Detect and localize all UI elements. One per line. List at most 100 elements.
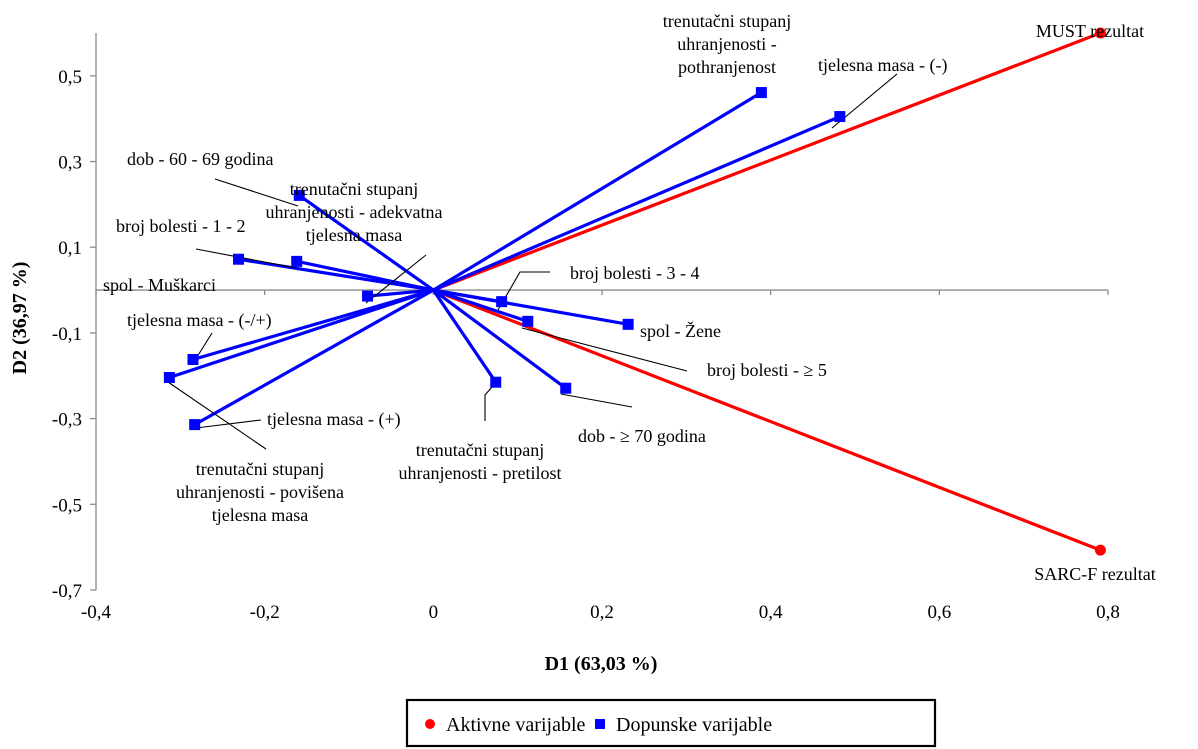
x-tick-label: -0,2 bbox=[250, 602, 280, 623]
label-line: spol - Žene bbox=[640, 320, 721, 341]
label-sarc-f-rezultat: SARC-F rezultat bbox=[1034, 564, 1156, 584]
vector-trenutacni-stupanj-uhranjenosti-pretilost bbox=[431, 288, 498, 384]
leader-dob-60-69-godina bbox=[214, 178, 299, 207]
x-axis-title: D1 (63,03 %) bbox=[545, 653, 658, 675]
label-trenutacni-stupanj-uhranjenosti-povisena-tjelesna-masa: trenutačni stupanj uhranjenosti - povišen… bbox=[176, 459, 344, 525]
label-line: spol - Muškarci bbox=[103, 275, 216, 295]
marker-sarc-f-rezultat bbox=[1094, 544, 1106, 556]
label-line: trenutačni stupanj bbox=[416, 440, 544, 460]
x-tick-label: -0,4 bbox=[81, 602, 112, 623]
legend-label: Dopunske varijable bbox=[616, 714, 772, 736]
vector-spol-muskarci bbox=[236, 257, 435, 292]
marker-tjelesna-masa-minus bbox=[834, 111, 846, 123]
label-line: uhranjenosti - bbox=[677, 34, 776, 54]
marker-spol-zene bbox=[622, 318, 634, 330]
label-must-rezultat: MUST rezultat bbox=[1036, 21, 1144, 41]
marker-trenutacni-stupanj-uhranjenosti-pothranjenost bbox=[755, 87, 767, 99]
vector-trenutacni-stupanj-uhranjenosti-povisena-tjelesna-masa bbox=[167, 288, 435, 380]
y-tick-label: -0,1 bbox=[52, 324, 82, 345]
point-labels: MUST rezultat SARC-F rezultat trenutačni s… bbox=[103, 11, 1156, 584]
vector-trenutacni-stupanj-uhranjenosti-pothranjenost bbox=[431, 90, 763, 292]
y-tick-label: 0,5 bbox=[58, 67, 82, 88]
x-tick-label: 0,6 bbox=[927, 602, 951, 623]
leader-trenutacni-stupanj-uhranjenosti-povisena-tjelesna-masa bbox=[167, 381, 267, 450]
label-leader-lines bbox=[167, 73, 898, 450]
vector-trenutacni-stupanj-uhranjenosti-adekvatna-tjelesna-masa bbox=[365, 288, 435, 298]
vector-sarc-f-rezultat bbox=[431, 288, 1103, 552]
x-tick-label: 0,8 bbox=[1096, 602, 1120, 623]
point-markers bbox=[163, 27, 1106, 556]
y-tick-label: -0,7 bbox=[52, 581, 82, 602]
marker-dob-60-69-godina bbox=[293, 189, 305, 201]
label-line: uhranjenosti - pretilost bbox=[399, 463, 562, 483]
label-line: dob - ≥ 70 godina bbox=[578, 426, 706, 446]
marker-broj-bolesti-1-2 bbox=[291, 255, 303, 267]
label-line: uhranjenosti - adekvatna bbox=[266, 202, 443, 222]
label-line: trenutačni stupanj bbox=[663, 11, 791, 31]
label-line: pothranjenost bbox=[678, 57, 776, 77]
label-tjelesna-masa-minus: tjelesna masa - (-) bbox=[818, 55, 947, 76]
vector-tjelesna-masa-minus bbox=[431, 114, 842, 292]
vector-broj-bolesti-ge-5 bbox=[431, 288, 530, 323]
leader-broj-bolesti-ge-5 bbox=[521, 327, 688, 372]
legend: Aktivne varijable Dopunske varijable bbox=[405, 698, 937, 748]
vector-dob-60-69-godina bbox=[297, 193, 435, 292]
label-line: trenutačni stupanj bbox=[196, 459, 324, 479]
vector-lines bbox=[167, 31, 1103, 552]
vector-dob-ge-70-godina bbox=[431, 288, 568, 390]
x-tick-label: 0,2 bbox=[590, 602, 614, 623]
label-dob-60-69-godina: dob - 60 - 69 godina bbox=[127, 149, 273, 169]
marker-spol-muskarci bbox=[233, 253, 245, 265]
vector-spol-zene bbox=[431, 288, 630, 326]
marker-trenutacni-stupanj-uhranjenosti-povisena-tjelesna-masa bbox=[163, 371, 175, 383]
label-line: broj bolesti - 3 - 4 bbox=[570, 263, 699, 283]
y-tick-label: 0,1 bbox=[58, 238, 82, 259]
vector-tjelesna-masa-minus-plus bbox=[191, 288, 435, 362]
marker-tjelesna-masa-minus-plus bbox=[187, 353, 199, 365]
label-broj-bolesti-3-4: broj bolesti - 3 - 4 bbox=[570, 263, 699, 283]
marker-trenutacni-stupanj-uhranjenosti-adekvatna-tjelesna-masa bbox=[362, 290, 374, 302]
vector-tjelesna-masa-plus bbox=[193, 288, 435, 427]
x-tick-label: 0,4 bbox=[759, 602, 783, 623]
label-trenutacni-stupanj-uhranjenosti-pothranjenost: trenutačni stupanj uhranjenosti - pothranj… bbox=[663, 11, 791, 77]
label-line: tjelesna masa - (-) bbox=[818, 55, 947, 76]
label-tjelesna-masa-minus-plus: tjelesna masa - (-/+) bbox=[127, 310, 272, 331]
label-line: dob - 60 - 69 godina bbox=[127, 149, 273, 169]
legend-marker-active bbox=[425, 719, 435, 729]
leader-dob-ge-70-godina bbox=[560, 393, 633, 408]
leader-broj-bolesti-1-2 bbox=[195, 248, 297, 269]
label-line: tjelesna masa bbox=[306, 225, 402, 245]
leader-trenutacni-stupanj-uhranjenosti-pretilost bbox=[484, 386, 493, 421]
label-dob-ge-70-godina: dob - ≥ 70 godina bbox=[578, 426, 706, 446]
leader-tjelesna-masa-plus bbox=[195, 419, 262, 429]
marker-broj-bolesti-ge-5 bbox=[522, 315, 534, 327]
label-line: trenutačni stupanj bbox=[290, 179, 418, 199]
x-tick-label: 0 bbox=[429, 602, 439, 623]
marker-dob-ge-70-godina bbox=[560, 382, 572, 394]
label-tjelesna-masa-plus: tjelesna masa - (+) bbox=[267, 409, 401, 430]
y-tick-label: -0,5 bbox=[52, 495, 82, 516]
label-line: tjelesna masa bbox=[212, 505, 308, 525]
label-trenutacni-stupanj-uhranjenosti-adekvatna-tjelesna-masa: trenutačni stupanj uhranjenosti - adekvat… bbox=[266, 179, 443, 245]
marker-trenutacni-stupanj-uhranjenosti-pretilost bbox=[490, 376, 502, 388]
leader-trenutacni-stupanj-uhranjenosti-adekvatna-tjelesna-masa bbox=[365, 254, 427, 304]
label-line: broj bolesti - 1 - 2 bbox=[116, 216, 245, 236]
label-spol-muskarci: spol - Muškarci bbox=[103, 275, 216, 295]
label-spol-zene: spol - Žene bbox=[640, 320, 721, 341]
label-line: broj bolesti - ≥ 5 bbox=[707, 360, 827, 380]
label-line: tjelesna masa - (+) bbox=[267, 409, 401, 430]
y-tick-label: -0,3 bbox=[52, 410, 82, 431]
vector-must-rezultat bbox=[431, 31, 1103, 292]
axes: 0,5 0,3 0,1 -0,1 -0,3 -0,5 -0,7-0,4 -0,2 0 0,2 0,4… bbox=[9, 33, 1120, 675]
label-line: tjelesna masa - (-/+) bbox=[127, 310, 272, 331]
label-line: MUST rezultat bbox=[1036, 21, 1144, 41]
legend-label: Aktivne varijable bbox=[446, 714, 586, 736]
label-line: uhranjenosti - povišena bbox=[176, 482, 344, 502]
marker-broj-bolesti-3-4 bbox=[496, 296, 508, 308]
legend-marker-supplementary bbox=[595, 719, 605, 729]
y-tick-label: 0,3 bbox=[58, 153, 82, 174]
marker-must-rezultat bbox=[1094, 27, 1106, 39]
label-trenutacni-stupanj-uhranjenosti-pretilost: trenutačni stupanj uhranjenosti - pretilo… bbox=[399, 440, 562, 483]
legend-box bbox=[405, 698, 937, 748]
